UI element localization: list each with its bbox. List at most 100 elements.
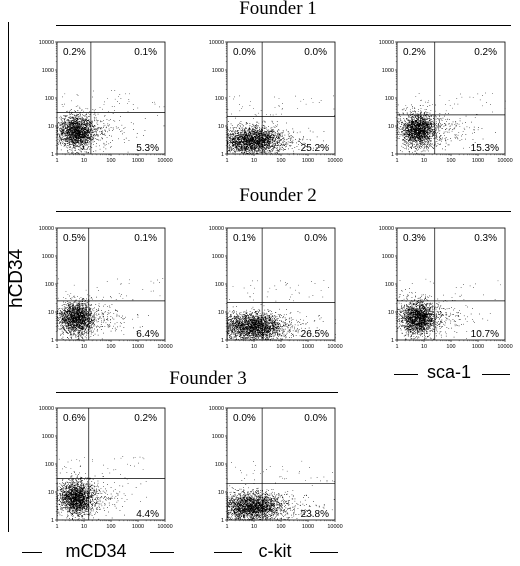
y-tick-label: 10000 bbox=[379, 226, 394, 232]
quadrant-upper-left: 0.2% bbox=[63, 47, 86, 58]
y-tick-label: 1 bbox=[221, 518, 224, 524]
x-tick-label: 10 bbox=[421, 158, 427, 164]
dot-cloud bbox=[57, 90, 165, 155]
x-tick-label: 1000 bbox=[132, 524, 144, 530]
quadrant-upper-right: 0.0% bbox=[304, 47, 327, 58]
x-axis-label-ckit: c-kit bbox=[258, 541, 292, 561]
quadrant-upper-left: 0.6% bbox=[63, 413, 86, 424]
y-tick-label: 100 bbox=[45, 96, 54, 102]
x-tick-label: 10 bbox=[251, 344, 257, 350]
dot-cloud bbox=[227, 280, 336, 341]
plot-founder1-ckit: 1 10 100 1000 10000 1 10 100 1000 10000 0.0% 0.0% 25… bbox=[209, 40, 343, 164]
plot-frame bbox=[56, 407, 166, 521]
scatter-points bbox=[397, 278, 501, 341]
y-tick-label: 1 bbox=[51, 152, 54, 158]
y-tick-label: 100 bbox=[385, 96, 394, 102]
y-tick-label: 10000 bbox=[209, 406, 224, 412]
y-tick-label: 1000 bbox=[42, 434, 54, 440]
dot-cloud bbox=[397, 92, 506, 155]
y-tick-label: 10000 bbox=[39, 226, 54, 232]
plot-founder2-ckit: 1 10 100 1000 10000 1 10 100 1000 10000 0.1% 0.0% 26… bbox=[209, 226, 343, 350]
x-tick-label: 1 bbox=[395, 344, 398, 350]
quadrant-upper-right: 0.2% bbox=[474, 47, 497, 58]
x-tick-label: 1 bbox=[55, 524, 58, 530]
plot-founder3-ckit: 1 10 100 1000 10000 1 10 100 1000 10000 0.0% 0.0% 23… bbox=[209, 406, 343, 530]
y-tick-label: 1 bbox=[391, 152, 394, 158]
quadrant-upper-left: 0.5% bbox=[63, 233, 86, 244]
quadrant-upper-right: 0.0% bbox=[304, 233, 327, 244]
y-tick-label: 1000 bbox=[382, 68, 394, 74]
y-tick-label: 10 bbox=[218, 124, 224, 130]
quadrant-lower-right: 4.4% bbox=[136, 509, 159, 520]
quadrant-upper-right: 0.3% bbox=[474, 233, 497, 244]
ckit-right-dash bbox=[310, 552, 338, 553]
plot-founder2-mcd34: 1 10 100 1000 10000 1 10 100 1000 10000 0.5% 0.1% 6.… bbox=[39, 226, 173, 350]
x-tick-label: 1 bbox=[55, 344, 58, 350]
y-tick-label: 10 bbox=[388, 310, 394, 316]
quadrant-upper-right: 0.1% bbox=[134, 233, 157, 244]
y-axis-bracket bbox=[8, 22, 9, 532]
plot-founder3-mcd34: 1 10 100 1000 10000 1 10 100 1000 10000 0.6% 0.2% 4.… bbox=[39, 406, 173, 530]
quadrant-upper-left: 0.3% bbox=[403, 233, 426, 244]
y-tick-label: 1 bbox=[221, 338, 224, 344]
y-tick-label: 10 bbox=[48, 124, 54, 130]
x-tick-label: 10000 bbox=[157, 344, 172, 350]
x-tick-label: 100 bbox=[276, 344, 285, 350]
founder-1-title: Founder 1 bbox=[239, 0, 317, 19]
y-tick-label: 10000 bbox=[39, 40, 54, 46]
y-tick-label: 10 bbox=[388, 124, 394, 130]
y-tick-label: 100 bbox=[215, 462, 224, 468]
x-tick-label: 10 bbox=[421, 344, 427, 350]
y-tick-label: 1000 bbox=[42, 254, 54, 260]
sca1-left-dash bbox=[394, 374, 418, 375]
x-tick-label: 1000 bbox=[472, 344, 484, 350]
dot-cloud bbox=[227, 95, 335, 155]
quadrant-upper-left: 0.0% bbox=[233, 413, 256, 424]
x-tick-label: 1 bbox=[395, 158, 398, 164]
quadrant-lower-right: 25.2% bbox=[301, 143, 329, 154]
x-tick-label: 1000 bbox=[302, 344, 314, 350]
x-tick-label: 10 bbox=[81, 344, 87, 350]
scatter-points bbox=[57, 278, 164, 341]
x-tick-label: 10000 bbox=[157, 524, 172, 530]
y-tick-label: 100 bbox=[215, 282, 224, 288]
scatter-points bbox=[397, 92, 506, 155]
plot-founder1-mcd34: 1 10 100 1000 10000 1 10 100 1000 10000 0.2% 0.1% 5.… bbox=[39, 40, 173, 164]
y-tick-label: 100 bbox=[215, 96, 224, 102]
y-tick-label: 1000 bbox=[42, 68, 54, 74]
sca1-right-dash bbox=[482, 374, 510, 375]
plot-frame bbox=[226, 41, 336, 155]
x-tick-label: 1000 bbox=[302, 158, 314, 164]
x-tick-label: 1000 bbox=[132, 344, 144, 350]
quadrant-lower-right: 10.7% bbox=[471, 329, 499, 340]
y-tick-label: 10000 bbox=[209, 226, 224, 232]
y-tick-label: 1 bbox=[391, 338, 394, 344]
scatter-points bbox=[227, 95, 335, 155]
scatter-points bbox=[227, 460, 335, 521]
quadrant-upper-right: 0.1% bbox=[134, 47, 157, 58]
x-tick-label: 100 bbox=[276, 158, 285, 164]
quadrant-lower-right: 6.4% bbox=[136, 329, 159, 340]
x-tick-label: 1 bbox=[55, 158, 58, 164]
y-tick-label: 1000 bbox=[212, 68, 224, 74]
scatter-points bbox=[227, 280, 336, 341]
x-tick-label: 100 bbox=[446, 158, 455, 164]
dot-cloud bbox=[397, 278, 501, 341]
x-tick-label: 1000 bbox=[472, 158, 484, 164]
x-tick-label: 100 bbox=[106, 158, 115, 164]
scatter-points bbox=[57, 456, 147, 521]
y-axis-label: hCD34 bbox=[6, 248, 27, 308]
y-tick-label: 10 bbox=[48, 490, 54, 496]
y-tick-label: 100 bbox=[45, 282, 54, 288]
y-tick-label: 10000 bbox=[209, 40, 224, 46]
y-tick-label: 1 bbox=[221, 152, 224, 158]
quadrant-lower-right: 5.3% bbox=[136, 143, 159, 154]
x-tick-label: 10000 bbox=[327, 158, 342, 164]
y-tick-label: 1 bbox=[51, 518, 54, 524]
quadrant-lower-right: 15.3% bbox=[471, 143, 499, 154]
quadrant-upper-right: 0.0% bbox=[304, 413, 327, 424]
y-tick-label: 100 bbox=[385, 282, 394, 288]
x-axis-label-sca1: sca-1 bbox=[426, 362, 471, 382]
quadrant-upper-left: 0.2% bbox=[403, 47, 426, 58]
founder-1-rule bbox=[56, 25, 511, 26]
